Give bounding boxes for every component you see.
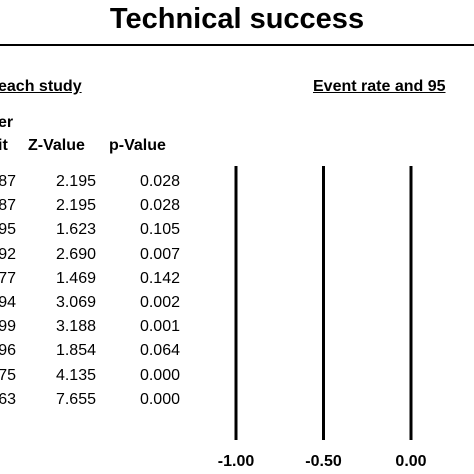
lower-limit-header-line1: er (0, 114, 14, 131)
p-value-cell: 0.000 (139, 390, 180, 408)
z-value-cell: 1.469 (55, 269, 96, 287)
z-value-cell: 3.188 (55, 318, 96, 336)
p-value-cell: 0.028 (139, 197, 180, 215)
z-value-cell: 2.195 (55, 197, 96, 215)
lower-limit-cell: 75 (0, 366, 16, 384)
p-value-cell: 0.064 (139, 342, 180, 360)
x-tick-label: -0.50 (305, 453, 342, 470)
z-value-header: Z-Value (28, 137, 85, 154)
p-value-cell: 0.002 (139, 294, 180, 311)
z-value-cell: 4.135 (55, 366, 96, 384)
z-value-cell: 3.069 (55, 294, 96, 311)
x-tick-label: -1.00 (217, 453, 255, 470)
z-value-cell: 1.854 (55, 342, 96, 360)
lower-limit-cell: 94 (0, 294, 16, 311)
z-value-cell: 1.623 (55, 221, 96, 239)
p-value-cell: 0.028 (139, 173, 180, 190)
z-value-cell: 7.655 (55, 390, 96, 408)
lower-limit-cell: 92 (0, 245, 16, 263)
p-value-cell: 0.001 (139, 318, 180, 336)
title-rule (0, 44, 474, 46)
x-tick-label: 0.00 (395, 453, 427, 470)
lower-limit-cell: 99 (0, 318, 16, 336)
z-value-cell: 2.690 (55, 245, 96, 263)
z-value-cell: 2.195 (55, 173, 96, 190)
plot-section-header: Event rate and 95 (313, 78, 446, 95)
chart-title: Technical success (109, 3, 365, 35)
stats-section-header: each study (0, 78, 82, 95)
lower-limit-cell: 77 (0, 269, 16, 287)
p-value-cell: 0.142 (139, 269, 180, 287)
p-value-cell: 0.007 (139, 245, 180, 263)
lower-limit-cell: 95 (0, 221, 16, 239)
lower-limit-cell: 87 (0, 197, 16, 215)
p-value-header: p-Value (109, 137, 166, 154)
p-value-cell: 0.000 (139, 366, 180, 384)
p-value-cell: 0.105 (139, 221, 180, 239)
lower-limit-cell: 96 (0, 342, 16, 360)
lower-limit-cell: 63 (0, 390, 16, 408)
lower-limit-cell: 87 (0, 173, 16, 190)
lower-limit-header-line2: it (0, 137, 8, 154)
